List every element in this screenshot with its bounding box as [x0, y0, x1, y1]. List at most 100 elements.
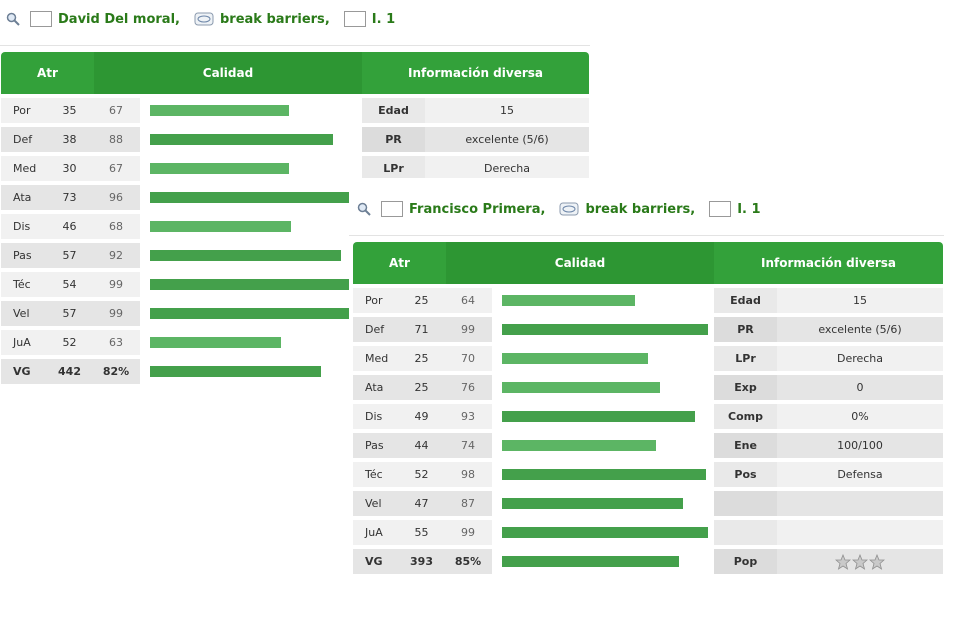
- attribute-name: Ata: [13, 191, 32, 204]
- info-label: Edad: [714, 288, 777, 313]
- popularity-stars: [835, 553, 885, 570]
- venezuela-flag-icon: [381, 201, 403, 217]
- quality-bar-cell: [492, 520, 714, 545]
- info-label: LPr: [362, 156, 425, 181]
- star-icon: [835, 553, 851, 570]
- quality-bar: [150, 192, 350, 203]
- divider: [349, 235, 944, 236]
- attribute-potential: 96: [109, 191, 123, 204]
- magnifier-icon[interactable]: [6, 12, 20, 26]
- attribute-name: Téc: [365, 468, 383, 481]
- quality-bar-cell: [492, 317, 714, 342]
- table-header: Atr Calidad Información diversa: [353, 242, 943, 284]
- info-value: [777, 491, 943, 516]
- player-name-link[interactable]: Francisco Primera: [409, 201, 541, 217]
- table-row: Ata 25 76 Exp 0: [353, 375, 943, 400]
- info-label: Ene: [714, 433, 777, 458]
- info-label: Edad: [362, 98, 425, 123]
- header-info: Información diversa: [362, 52, 589, 94]
- table-row: Por 25 64 Edad 15: [353, 288, 943, 313]
- quality-bar-cell: [140, 243, 362, 268]
- attribute-potential: 67: [109, 162, 123, 175]
- attribute-value: 393: [410, 555, 433, 568]
- venezuela-flag-icon: [30, 11, 52, 27]
- attribute-value: 57: [62, 249, 77, 262]
- quality-bar-cell: [140, 214, 362, 239]
- attribute-name: JuA: [365, 526, 383, 539]
- quality-bar-cell: [492, 404, 714, 429]
- attribute-potential: 99: [461, 323, 475, 336]
- attribute-name: VG: [13, 365, 31, 378]
- header-calidad: Calidad: [94, 52, 362, 94]
- info-label: Exp: [714, 375, 777, 400]
- attribute-value: 46: [62, 220, 77, 233]
- divider: [0, 45, 590, 46]
- quality-bar-cell: [492, 491, 714, 516]
- attribute-name: Def: [13, 133, 33, 146]
- info-value: Defensa: [837, 468, 883, 481]
- attribute-potential: 99: [109, 278, 123, 291]
- attribute-potential: 67: [109, 104, 123, 117]
- header-atr: Atr: [1, 52, 94, 94]
- info-value: 0: [856, 381, 864, 394]
- quality-bar: [502, 527, 708, 538]
- team-name-link[interactable]: break barriers: [220, 11, 325, 27]
- table-row: Por 35 67 Edad 15: [1, 98, 589, 123]
- star-icon: [852, 553, 868, 570]
- quality-bar: [502, 324, 708, 335]
- info-label: Pos: [714, 462, 777, 487]
- attribute-name: Med: [13, 162, 37, 175]
- info-value: [777, 520, 943, 545]
- quality-bar: [502, 353, 648, 364]
- quality-bar-cell: [140, 272, 362, 297]
- info-value: excelente (5/6): [465, 133, 549, 146]
- attribute-name: Def: [365, 323, 385, 336]
- magnifier-icon[interactable]: [357, 202, 371, 216]
- attribute-potential: 76: [461, 381, 475, 394]
- league-link[interactable]: I. 1: [737, 201, 761, 217]
- attribute-value: 30: [62, 162, 77, 175]
- info-value: Derecha: [836, 352, 884, 365]
- attribute-name: Dis: [13, 220, 31, 233]
- info-label: PR: [714, 317, 777, 342]
- team-logo-icon: [559, 202, 579, 216]
- attribute-name: Por: [13, 104, 31, 117]
- table-row: Med 30 67 LPr Derecha: [1, 156, 589, 181]
- attribute-value: 25: [414, 294, 429, 307]
- attribute-value: 44: [414, 439, 429, 452]
- quality-bar-cell: [140, 127, 362, 152]
- attribute-potential: 92: [109, 249, 123, 262]
- quality-bar-cell: [140, 330, 362, 355]
- header-atr: Atr: [353, 242, 446, 284]
- attribute-value: 52: [414, 468, 429, 481]
- quality-bar-cell: [492, 375, 714, 400]
- attribute-potential: 99: [461, 526, 475, 539]
- league-link[interactable]: I. 1: [371, 11, 396, 27]
- attribute-value: 52: [62, 336, 77, 349]
- attribute-name: Ata: [365, 381, 384, 394]
- header-info: Información diversa: [714, 242, 943, 284]
- attribute-potential: 64: [461, 294, 475, 307]
- quality-bar-cell: [140, 156, 362, 181]
- star-icon: [869, 553, 885, 570]
- attribute-potential: 98: [461, 468, 475, 481]
- info-value: 15: [500, 104, 514, 117]
- quality-bar-cell: [492, 346, 714, 371]
- attribute-name: Pas: [13, 249, 32, 262]
- info-value: Derecha: [483, 162, 531, 175]
- attribute-potential: 70: [461, 352, 475, 365]
- info-value: 0%: [851, 410, 869, 423]
- info-value: excelente (5/6): [818, 323, 902, 336]
- player-name-link[interactable]: David Del moral: [58, 11, 176, 27]
- quality-bar-cell: [492, 549, 714, 574]
- attribute-value: 25: [414, 352, 429, 365]
- attribute-name: Dis: [365, 410, 383, 423]
- quality-bar-cell: [492, 288, 714, 313]
- attribute-potential: 93: [461, 410, 475, 423]
- attribute-name: JuA: [13, 336, 31, 349]
- quality-bar-cell: [492, 462, 714, 487]
- team-name-link[interactable]: break barriers: [585, 201, 691, 217]
- quality-bar: [502, 498, 683, 509]
- attributes-table: Atr Calidad Información diversa Por 25 64 Edad…: [353, 242, 943, 574]
- info-label: PR: [362, 127, 425, 152]
